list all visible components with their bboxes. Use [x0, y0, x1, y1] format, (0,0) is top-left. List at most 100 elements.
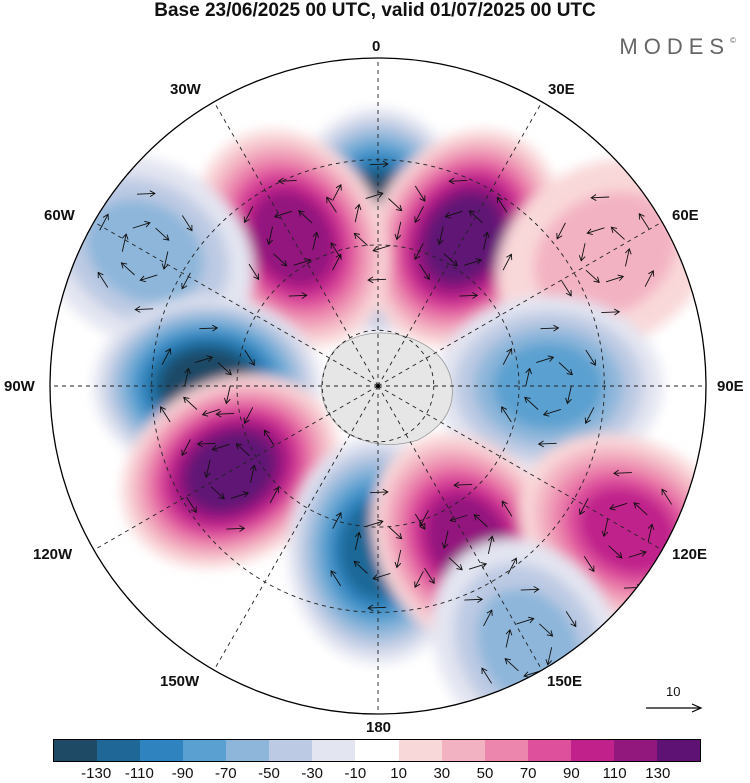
- wind-arrow: [161, 251, 169, 270]
- wind-arrow: [459, 292, 479, 299]
- colorbar-tick-label: -110: [124, 765, 154, 782]
- streamlines: [97, 160, 677, 709]
- colorbar-tick-label: -30: [301, 765, 324, 782]
- wind-arrow: [516, 616, 535, 625]
- wind-arrow: [210, 486, 225, 500]
- wind-arrow: [448, 177, 468, 185]
- wind-arrow: [181, 272, 191, 290]
- colorbar-tick-label: 10: [390, 765, 407, 782]
- colorbar-tick-label: -130: [81, 765, 112, 782]
- wind-arrow: [121, 233, 129, 252]
- colorbar-cell: [140, 740, 184, 761]
- wind-arrow: [537, 440, 557, 448]
- wind-arrow: [183, 396, 198, 410]
- colorbar-tick-label: 70: [519, 765, 537, 782]
- wind-arrow: [545, 647, 553, 666]
- wind-arrow: [504, 658, 519, 672]
- wind-arrow: [136, 190, 156, 198]
- copyright-mark: ©: [730, 36, 736, 45]
- colorbar-tick-label: 30: [433, 765, 451, 782]
- colorbar-cell: [656, 740, 700, 761]
- wind-arrow: [501, 500, 513, 517]
- colorbar-cell: [183, 740, 227, 761]
- wind-arrow: [414, 571, 424, 589]
- wind-arrow: [186, 496, 197, 514]
- wind-arrow: [195, 355, 214, 364]
- wind-arrow: [332, 253, 342, 271]
- wind-arrow: [332, 511, 342, 529]
- colorbar-cell: [484, 740, 528, 761]
- colorbar: [53, 739, 701, 762]
- wind-arrow: [468, 562, 488, 570]
- wind-arrow: [496, 196, 508, 213]
- wind-arrow: [542, 408, 561, 417]
- wind-arrow: [414, 206, 424, 224]
- wind-arrow: [288, 292, 308, 299]
- lon-label-120e: 120E: [672, 546, 708, 563]
- wind-arrow: [277, 177, 297, 185]
- wind-arrow: [584, 407, 595, 425]
- brand-text: MODES: [619, 34, 731, 59]
- colorbar-cell: [398, 740, 442, 761]
- colorbar-cell: [269, 740, 313, 761]
- graticule: [50, 58, 706, 714]
- meridian-line: [93, 385, 379, 551]
- lon-label-30w: 30W: [170, 81, 201, 98]
- wind-arrow: [586, 227, 605, 236]
- wind-arrow: [266, 226, 273, 246]
- wind-arrow: [502, 347, 513, 365]
- colorbar-tick-label: -70: [214, 765, 237, 782]
- wind-arrow: [243, 206, 254, 224]
- wind-arrow: [419, 263, 430, 281]
- wind-arrow: [199, 324, 219, 332]
- colorbar-tick-label: 130: [645, 765, 671, 782]
- wind-arrow: [99, 213, 109, 231]
- wind-arrow: [565, 611, 577, 628]
- colorbar-tick-label: 50: [476, 765, 494, 782]
- wind-arrow: [367, 276, 387, 284]
- wind-arrow: [601, 308, 621, 316]
- wind-arrow: [369, 488, 389, 496]
- wind-arrow: [624, 247, 632, 267]
- wind-arrow: [367, 604, 387, 612]
- lon-label-150w: 150W: [160, 673, 200, 690]
- colorbar-cell: [613, 740, 657, 761]
- lon-label-30e: 30E: [548, 81, 575, 98]
- wind-arrow: [244, 349, 255, 366]
- colorbar-cell: [54, 740, 98, 761]
- lon-label-120w: 120W: [33, 546, 73, 563]
- wind-arrow: [372, 244, 391, 253]
- wind-arrow: [449, 514, 468, 523]
- wind-arrow: [644, 269, 655, 287]
- lon-label-0: 0: [372, 38, 381, 55]
- wind-arrow: [424, 567, 435, 585]
- wind-arrow: [565, 385, 572, 405]
- wind-arrow: [196, 440, 216, 448]
- map-title: Base 23/06/2025 00 UTC, valid 01/07/2025…: [154, 0, 596, 21]
- wind-arrow: [160, 406, 171, 423]
- colorbar-cell: [312, 740, 356, 761]
- wind-arrow: [184, 367, 191, 387]
- wind-arrow: [558, 362, 573, 376]
- wind-arrow: [181, 439, 191, 457]
- wind-arrow: [369, 160, 389, 168]
- wind-arrow: [161, 347, 172, 365]
- wind-arrow: [155, 227, 170, 241]
- colorbar-tick-label: 90: [563, 765, 580, 782]
- wind-arrow: [243, 407, 254, 425]
- wind-arrow: [507, 557, 518, 575]
- wind-arrow: [520, 586, 540, 593]
- wind-arrow: [578, 243, 586, 262]
- wind-arrow: [201, 408, 220, 417]
- meridian-line: [377, 385, 543, 671]
- wind-arrow: [365, 191, 384, 200]
- wind-arrow: [388, 198, 403, 212]
- wind-arrow: [394, 549, 402, 569]
- wind-arrow: [473, 514, 488, 528]
- wind-arrow: [613, 469, 632, 477]
- wind-arrow: [525, 367, 532, 387]
- wind-arrow: [394, 221, 402, 241]
- wind-arrow: [556, 222, 566, 240]
- wind-arrow: [365, 519, 384, 528]
